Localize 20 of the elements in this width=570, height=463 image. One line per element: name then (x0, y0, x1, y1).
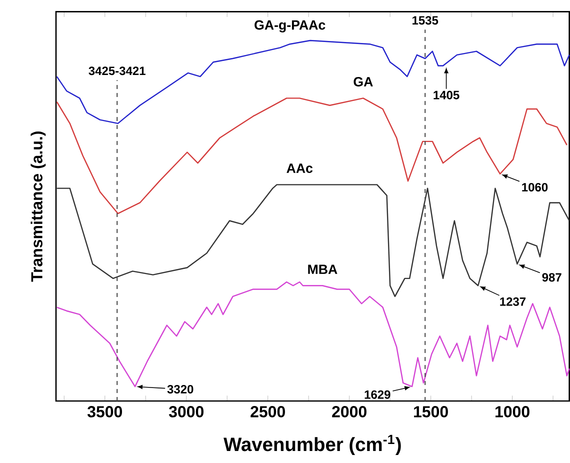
x-tick-label: 1500 (414, 406, 448, 418)
x-tick-label: 2500 (250, 406, 285, 418)
series-label: MBA (308, 264, 338, 274)
y-axis-title: Transmittance (a.u.) (30, 132, 46, 282)
x-tick-label: 2000 (332, 406, 366, 418)
x-axis-title: Wavenumber (cm$^{-1}$) (224, 434, 401, 456)
annotation: 3320 (167, 384, 194, 394)
x-tick-label: 1000 (496, 406, 530, 418)
series-label: GA-g-PAAc (254, 20, 326, 32)
annotation: 987 (542, 273, 562, 282)
series-label: GA (354, 77, 373, 86)
series-label: AAc (286, 164, 313, 173)
annotation: 1629 (364, 390, 390, 399)
ref-line-label: 3425-3421 (88, 66, 146, 76)
ref-line-label: 1535 (412, 16, 438, 25)
x-tick-label: 3000 (168, 406, 204, 418)
annotation: 1060 (522, 182, 548, 192)
x-tick-label: 3500 (87, 406, 122, 418)
annotation: 1405 (434, 90, 460, 100)
annotation: 1237 (500, 297, 526, 306)
